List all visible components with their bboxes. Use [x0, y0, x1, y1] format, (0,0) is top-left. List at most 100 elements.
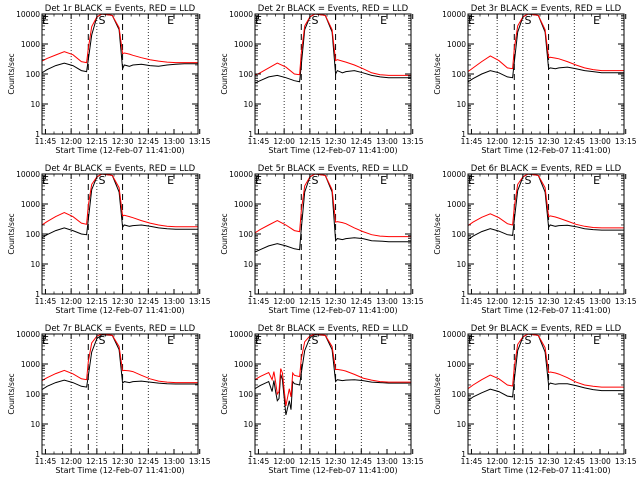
x-tick-label: 12:00 — [486, 297, 508, 306]
y-tick-label: 10000 — [16, 10, 40, 19]
y-tick-label: 1 — [35, 290, 40, 299]
x-tick-label: 12:15 — [512, 457, 534, 466]
x-tick-label: 13:00 — [376, 137, 398, 146]
x-axis-label: Start Time (12-Feb-07 11:41:00) — [268, 306, 397, 315]
series-line-lld — [42, 174, 198, 228]
x-tick-label: 13:00 — [376, 297, 398, 306]
phase-marker: S — [525, 174, 532, 187]
x-tick-label: 12:15 — [299, 457, 321, 466]
series-line-events — [42, 174, 198, 239]
y-tick-label: 10000 — [229, 10, 253, 19]
x-tick-label: 11:45 — [248, 137, 270, 146]
plot-frame — [467, 13, 625, 135]
y-tick-label: 10 — [243, 420, 253, 429]
x-tick-label: 13:15 — [402, 457, 424, 466]
y-tick-label: 1000 — [447, 40, 466, 49]
phase-marker: E — [593, 14, 600, 27]
x-tick-label: 12:00 — [273, 137, 295, 146]
plot-title: Det 5r BLACK = Events, RED = LLD — [258, 164, 409, 174]
x-tick-label: 11:45 — [248, 297, 270, 306]
x-tick-label: 13:00 — [589, 297, 611, 306]
x-tick-label: 12:30 — [112, 137, 134, 146]
plot-data — [42, 334, 198, 391]
x-tick-label: 13:15 — [615, 137, 637, 146]
y-tick-label: 100 — [452, 390, 467, 399]
y-tick-label: 1 — [248, 130, 253, 139]
x-tick-label: 12:45 — [350, 137, 372, 146]
phase-marker: E — [167, 14, 174, 27]
x-tick-label: 11:45 — [461, 137, 483, 146]
plot-frame — [254, 13, 412, 135]
phase-marker: E — [255, 334, 262, 347]
x-tick-label: 12:15 — [512, 297, 534, 306]
x-tick-label: 12:30 — [112, 457, 134, 466]
x-tick-label: 12:15 — [512, 137, 534, 146]
y-tick-label: 10 — [30, 420, 40, 429]
plot-data — [255, 14, 411, 84]
series-line-lld — [42, 14, 198, 64]
y-tick-label: 100 — [239, 390, 254, 399]
phase-marker: S — [312, 174, 319, 187]
y-tick-label: 10 — [30, 100, 40, 109]
y-tick-label: 100 — [239, 70, 254, 79]
x-tick-label: 12:15 — [86, 137, 108, 146]
x-tick-label: 13:00 — [163, 457, 185, 466]
x-tick-label: 12:00 — [273, 457, 295, 466]
series-line-events — [42, 334, 198, 391]
x-tick-label: 12:45 — [137, 297, 159, 306]
phase-marker: E — [255, 174, 262, 187]
plot-data — [468, 174, 624, 241]
y-tick-label: 1000 — [447, 360, 466, 369]
x-tick-label: 12:00 — [486, 457, 508, 466]
x-tick-label: 13:15 — [402, 297, 424, 306]
y-tick-label: 10000 — [442, 170, 466, 179]
x-tick-label: 12:30 — [538, 137, 560, 146]
x-tick-label: 12:45 — [137, 457, 159, 466]
y-tick-label: 10 — [243, 260, 253, 269]
y-tick-label: 10000 — [442, 330, 466, 339]
series-line-events — [468, 14, 624, 83]
phase-marker: E — [468, 14, 475, 27]
phase-marker: E — [593, 334, 600, 347]
y-tick-label: 100 — [26, 390, 41, 399]
y-axis-label: Counts/sec — [433, 213, 442, 254]
x-tick-label: 13:15 — [615, 297, 637, 306]
phase-marker: S — [99, 334, 106, 347]
phase-marker: E — [167, 334, 174, 347]
y-axis-label: Counts/sec — [7, 213, 16, 254]
y-tick-label: 1000 — [234, 200, 253, 209]
x-tick-label: 12:30 — [538, 457, 560, 466]
x-axis-label: Start Time (12-Feb-07 11:41:00) — [268, 146, 397, 155]
y-tick-label: 10000 — [229, 170, 253, 179]
x-axis-label: Start Time (12-Feb-07 11:41:00) — [55, 146, 184, 155]
y-tick-label: 1 — [461, 130, 466, 139]
plot-frame — [254, 173, 412, 295]
series-line-events — [468, 174, 624, 241]
y-tick-label: 10 — [456, 420, 466, 429]
x-axis-label: Start Time (12-Feb-07 11:41:00) — [55, 306, 184, 315]
y-tick-label: 100 — [239, 230, 254, 239]
x-tick-label: 12:00 — [60, 137, 82, 146]
plot-data — [255, 334, 411, 416]
x-tick-label: 12:30 — [325, 137, 347, 146]
y-tick-label: 1 — [35, 450, 40, 459]
y-tick-label: 10000 — [229, 330, 253, 339]
phase-marker: E — [42, 334, 49, 347]
plot-title: Det 4r BLACK = Events, RED = LLD — [45, 164, 196, 174]
x-tick-label: 12:15 — [299, 297, 321, 306]
x-tick-label: 11:45 — [35, 457, 57, 466]
x-tick-label: 12:30 — [325, 297, 347, 306]
y-tick-label: 10 — [30, 260, 40, 269]
series-line-events — [42, 14, 198, 74]
plot-title: Det 9r BLACK = Events, RED = LLD — [471, 324, 622, 334]
x-axis-label: Start Time (12-Feb-07 11:41:00) — [481, 146, 610, 155]
series-line-lld — [468, 334, 624, 390]
y-tick-label: 10000 — [16, 330, 40, 339]
plot-title: Det 6r BLACK = Events, RED = LLD — [471, 164, 622, 174]
